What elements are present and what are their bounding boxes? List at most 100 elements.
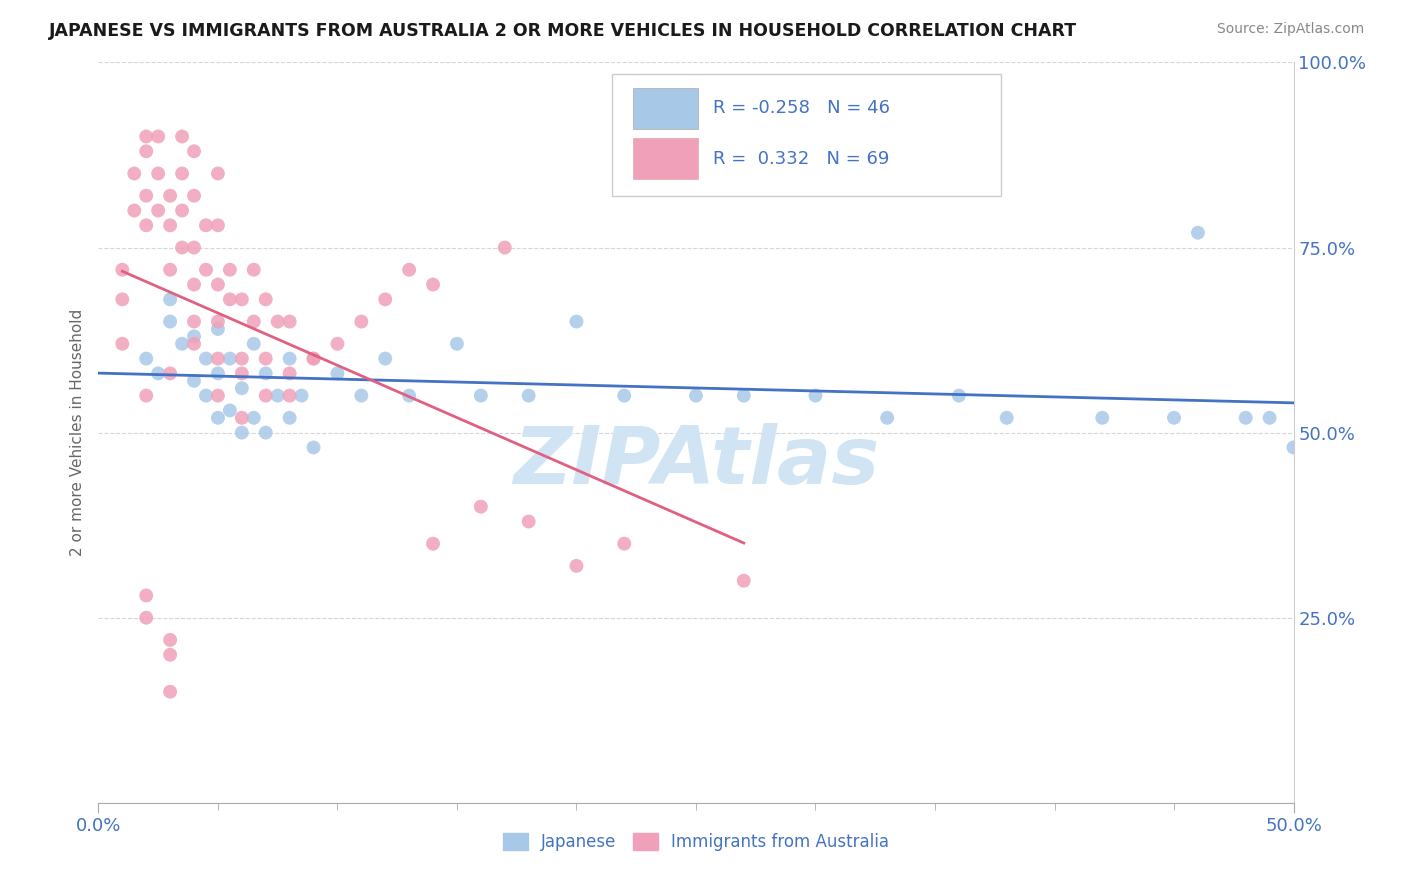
Point <box>517 515 540 529</box>
Point <box>207 314 229 328</box>
Point <box>1091 410 1114 425</box>
Point <box>219 262 242 277</box>
Point <box>231 293 253 307</box>
Point <box>326 367 349 381</box>
Point <box>254 293 277 307</box>
Point <box>565 314 588 328</box>
Point <box>135 145 157 159</box>
Point <box>733 388 755 402</box>
Point <box>159 188 181 202</box>
Point <box>494 240 516 255</box>
Point <box>470 388 492 402</box>
Point <box>374 351 396 366</box>
Point <box>183 240 205 255</box>
Point <box>159 685 181 699</box>
Point <box>254 367 277 381</box>
Point <box>733 574 755 588</box>
Point <box>876 410 898 425</box>
Y-axis label: 2 or more Vehicles in Household: 2 or more Vehicles in Household <box>69 309 84 557</box>
Point <box>159 648 181 662</box>
Point <box>207 388 229 402</box>
Point <box>243 262 266 277</box>
Point <box>302 351 325 366</box>
Point <box>302 441 325 455</box>
Point <box>183 314 205 328</box>
Point <box>172 166 194 180</box>
Point <box>172 240 194 255</box>
Point <box>374 293 396 307</box>
Point <box>159 367 181 381</box>
Point <box>1234 410 1257 425</box>
Point <box>398 262 420 277</box>
Point <box>948 388 970 402</box>
Point <box>613 388 636 402</box>
Point <box>219 351 242 366</box>
Point <box>278 410 301 425</box>
Point <box>172 336 194 351</box>
Point <box>207 277 229 292</box>
Point <box>124 166 146 180</box>
Text: ZIPAtlas: ZIPAtlas <box>513 423 879 501</box>
Point <box>398 388 420 402</box>
Point <box>195 388 218 402</box>
Point <box>148 367 170 381</box>
Point <box>1258 410 1281 425</box>
Point <box>135 188 157 202</box>
Point <box>195 262 218 277</box>
Point <box>111 293 134 307</box>
Point <box>183 374 205 388</box>
Point <box>111 336 134 351</box>
Point <box>159 219 181 233</box>
Point <box>231 351 253 366</box>
FancyBboxPatch shape <box>633 138 699 179</box>
Point <box>207 367 229 381</box>
Point <box>207 219 229 233</box>
Text: JAPANESE VS IMMIGRANTS FROM AUSTRALIA 2 OR MORE VEHICLES IN HOUSEHOLD CORRELATIO: JAPANESE VS IMMIGRANTS FROM AUSTRALIA 2 … <box>49 22 1077 40</box>
Point <box>350 314 373 328</box>
Point <box>565 558 588 573</box>
Point <box>135 610 157 624</box>
Point <box>278 314 301 328</box>
Point <box>254 425 277 440</box>
Point <box>422 277 444 292</box>
Point <box>207 351 229 366</box>
Point <box>219 403 242 417</box>
Text: R = -0.258   N = 46: R = -0.258 N = 46 <box>713 99 890 118</box>
Point <box>159 293 181 307</box>
Point <box>207 322 229 336</box>
Point <box>278 367 301 381</box>
Point <box>231 425 253 440</box>
Legend: Japanese, Immigrants from Australia: Japanese, Immigrants from Australia <box>496 826 896 857</box>
FancyBboxPatch shape <box>633 88 699 128</box>
Point <box>243 410 266 425</box>
Point <box>183 329 205 343</box>
Text: R =  0.332   N = 69: R = 0.332 N = 69 <box>713 150 889 168</box>
Point <box>183 336 205 351</box>
Point <box>195 219 218 233</box>
Point <box>995 410 1018 425</box>
Point <box>231 367 253 381</box>
Point <box>135 219 157 233</box>
Point <box>183 188 205 202</box>
Point <box>135 388 157 402</box>
Point <box>207 166 229 180</box>
Point <box>172 129 194 144</box>
Point <box>804 388 827 402</box>
Point <box>1187 226 1209 240</box>
Point <box>195 351 218 366</box>
Point <box>613 536 636 550</box>
Point <box>291 388 314 402</box>
Point <box>350 388 373 402</box>
Point <box>422 536 444 550</box>
Point <box>231 381 253 395</box>
Point <box>231 410 253 425</box>
Point <box>148 129 170 144</box>
Point <box>267 314 290 328</box>
Point <box>470 500 492 514</box>
Point <box>219 293 242 307</box>
Point <box>159 262 181 277</box>
Point <box>254 351 277 366</box>
Point <box>172 203 194 218</box>
Point <box>243 336 266 351</box>
Point <box>302 351 325 366</box>
